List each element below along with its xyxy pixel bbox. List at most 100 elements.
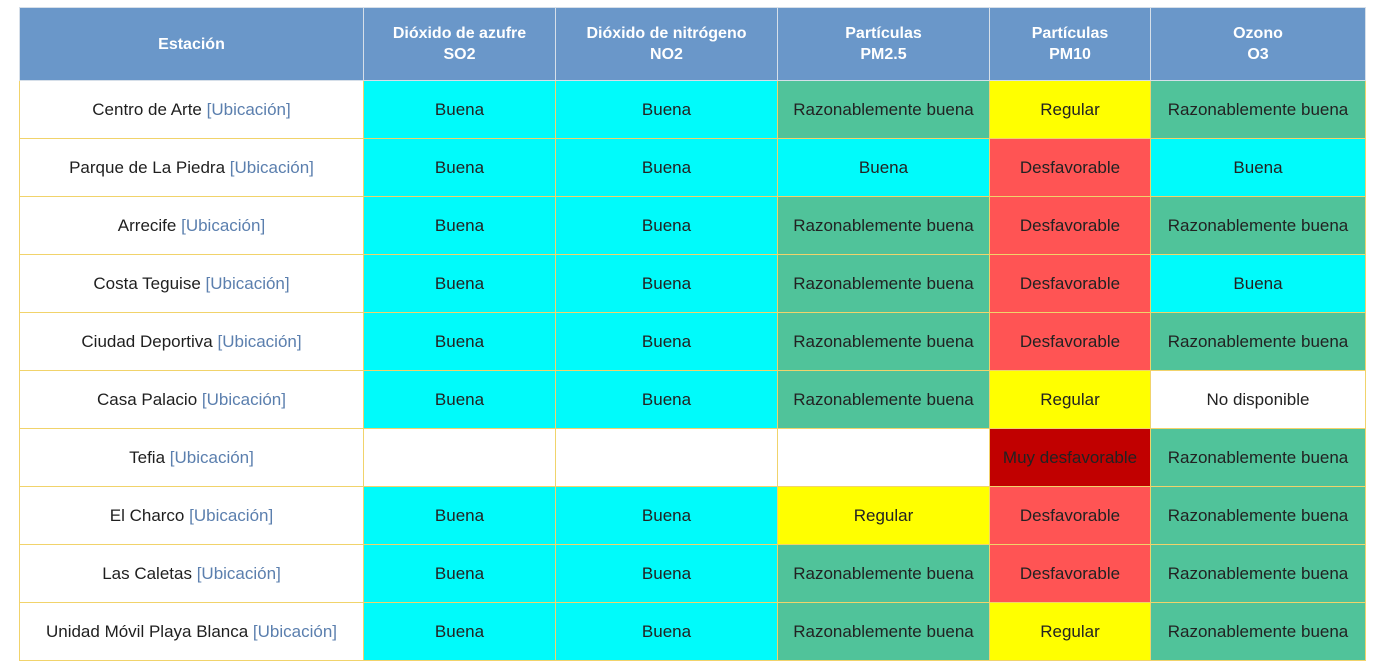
station-cell: Tefia [Ubicación]: [19, 428, 364, 487]
quality-cell-o3: Razonablemente buena: [1150, 486, 1366, 545]
quality-cell-pm25: Razonablemente buena: [777, 602, 990, 661]
quality-cell-so2: Buena: [363, 486, 556, 545]
quality-cell-o3: Razonablemente buena: [1150, 80, 1366, 139]
quality-cell-no2: Buena: [555, 312, 778, 371]
header-sublabel: PM10: [1049, 46, 1091, 63]
quality-cell-o3: Razonablemente buena: [1150, 312, 1366, 371]
station-name: Tefia: [129, 447, 166, 467]
header-pm10: Partículas PM10: [989, 7, 1151, 81]
table-row: Arrecife [Ubicación] Buena Buena Razonablem…: [19, 196, 1366, 255]
table-row: El Charco [Ubicación] Buena Buena Regular De…: [19, 486, 1366, 545]
quality-cell-so2: Buena: [363, 196, 556, 255]
table-row: Ciudad Deportiva [Ubicación] Buena Buena Ra…: [19, 312, 1366, 371]
header-label: Ozono: [1233, 25, 1283, 42]
location-link[interactable]: [Ubicación]: [205, 273, 290, 293]
header-o3: Ozono O3: [1150, 7, 1366, 81]
header-sublabel: O3: [1247, 46, 1269, 63]
table-row: Parque de La Piedra [Ubicación] Buena Buen…: [19, 138, 1366, 197]
station-cell: Unidad Móvil Playa Blanca [Ubicación]: [19, 602, 364, 661]
quality-cell-o3: Razonablemente buena: [1150, 544, 1366, 603]
quality-cell-pm10: Desfavorable: [989, 312, 1151, 371]
station-name: El Charco: [109, 505, 185, 525]
quality-cell-so2: Buena: [363, 370, 556, 429]
quality-cell-pm10: Desfavorable: [989, 138, 1151, 197]
quality-cell-o3: Razonablemente buena: [1150, 196, 1366, 255]
header-pm25: Partículas PM2.5: [777, 7, 990, 81]
location-link[interactable]: [Ubicación]: [201, 389, 286, 409]
header-label: Dióxido de azufre: [392, 25, 527, 42]
station-cell: Centro de Arte [Ubicación]: [19, 80, 364, 139]
header-label: Estación: [158, 35, 225, 53]
quality-cell-pm25: Regular: [777, 486, 990, 545]
quality-cell-no2: Buena: [555, 196, 778, 255]
header-no2: Dióxido de nitrógeno NO2: [555, 7, 778, 81]
quality-cell-no2: Buena: [555, 254, 778, 313]
quality-cell-no2: Buena: [555, 138, 778, 197]
quality-cell-so2: Buena: [363, 138, 556, 197]
header-sublabel: PM2.5: [860, 46, 907, 63]
station-name: Parque de La Piedra: [69, 157, 226, 177]
quality-cell-pm25: Razonablemente buena: [777, 544, 990, 603]
table-body: Centro de Arte [Ubicación] Buena Buena Razo…: [19, 80, 1366, 661]
quality-cell-pm25: Razonablemente buena: [777, 80, 990, 139]
table-header: Estación Dióxido de azufre SO2 Dióxido d…: [19, 7, 1366, 81]
location-link[interactable]: [Ubicación]: [217, 331, 302, 351]
quality-cell-pm10: Regular: [989, 602, 1151, 661]
quality-cell-so2: Buena: [363, 80, 556, 139]
location-link[interactable]: [Ubicación]: [206, 99, 291, 119]
header-row: Estación Dióxido de azufre SO2 Dióxido d…: [19, 7, 1366, 81]
quality-cell-pm10: Desfavorable: [989, 486, 1151, 545]
location-link[interactable]: [Ubicación]: [252, 621, 338, 641]
table-row: Las Caletas [Ubicación] Buena Buena Razonab…: [19, 544, 1366, 603]
quality-cell-so2: [363, 428, 556, 487]
station-name: Casa Palacio: [96, 389, 198, 409]
location-link[interactable]: [Ubicación]: [169, 447, 254, 467]
quality-cell-so2: Buena: [363, 544, 556, 603]
table-row: Unidad Móvil Playa Blanca [Ubicación] Bue…: [19, 602, 1366, 661]
station-cell: Parque de La Piedra [Ubicación]: [19, 138, 364, 197]
table-row: Casa Palacio [Ubicación] Buena Buena Razona…: [19, 370, 1366, 429]
quality-cell-no2: Buena: [555, 80, 778, 139]
location-link[interactable]: [Ubicación]: [229, 157, 314, 177]
header-station: Estación: [19, 7, 364, 81]
quality-cell-pm10: Regular: [989, 80, 1151, 139]
quality-cell-pm10: Desfavorable: [989, 544, 1151, 603]
quality-cell-so2: Buena: [363, 254, 556, 313]
header-sublabel: SO2: [443, 46, 476, 63]
quality-cell-o3: Buena: [1150, 138, 1366, 197]
header-label: Dióxido de nitrógeno: [586, 25, 747, 42]
location-link[interactable]: [Ubicación]: [181, 215, 266, 235]
quality-cell-o3: No disponible: [1150, 370, 1366, 429]
location-link[interactable]: [Ubicación]: [196, 563, 281, 583]
header-label: Partículas: [1031, 25, 1109, 42]
quality-cell-pm25: Razonablemente buena: [777, 370, 990, 429]
quality-cell-o3: Buena: [1150, 254, 1366, 313]
quality-cell-pm25: Razonablemente buena: [777, 312, 990, 371]
quality-cell-pm10: Desfavorable: [989, 254, 1151, 313]
air-quality-table: Estación Dióxido de azufre SO2 Dióxido d…: [19, 7, 1366, 661]
header-so2: Dióxido de azufre SO2: [363, 7, 556, 81]
quality-cell-pm25: Razonablemente buena: [777, 254, 990, 313]
header-sublabel: NO2: [650, 46, 683, 63]
station-name: Centro de Arte: [92, 99, 202, 119]
station-cell: El Charco [Ubicación]: [19, 486, 364, 545]
quality-cell-no2: Buena: [555, 544, 778, 603]
table-row: Tefia [Ubicación] Muy desfavorable Razonab…: [19, 428, 1366, 487]
station-cell: Casa Palacio [Ubicación]: [19, 370, 364, 429]
quality-cell-so2: Buena: [363, 602, 556, 661]
quality-cell-pm10: Regular: [989, 370, 1151, 429]
quality-cell-pm10: Muy desfavorable: [989, 428, 1151, 487]
quality-cell-no2: Buena: [555, 486, 778, 545]
station-name: Las Caletas: [102, 563, 192, 583]
table-row: Costa Teguise [Ubicación] Buena Buena Razon…: [19, 254, 1366, 313]
quality-cell-o3: Razonablemente buena: [1150, 602, 1366, 661]
location-link[interactable]: [Ubicación]: [189, 505, 274, 525]
quality-cell-o3: Razonablemente buena: [1150, 428, 1366, 487]
quality-cell-no2: Buena: [555, 370, 778, 429]
quality-cell-pm25: Buena: [777, 138, 990, 197]
station-cell: Arrecife [Ubicación]: [19, 196, 364, 255]
station-name: Arrecife: [117, 215, 177, 235]
station-name: Unidad Móvil Playa Blanca: [45, 621, 249, 641]
station-cell: Las Caletas [Ubicación]: [19, 544, 364, 603]
quality-cell-no2: [555, 428, 778, 487]
